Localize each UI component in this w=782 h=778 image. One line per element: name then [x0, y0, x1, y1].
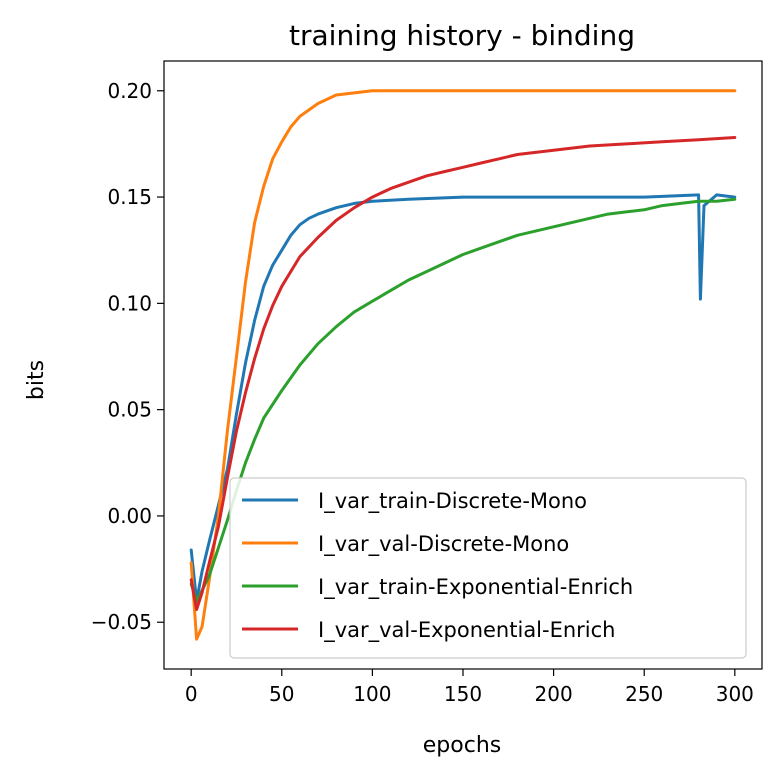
x-tick-label: 0 [185, 682, 198, 706]
x-tick-label: 100 [353, 682, 391, 706]
y-tick-label: 0.00 [107, 504, 152, 528]
chart-title: training history - binding [289, 19, 635, 52]
ticks-layer: 0 50 100 150 200 250 300 −0.05 0.00 0.05 0.10 0.15 0… [91, 79, 754, 706]
y-tick-label: 0.20 [107, 79, 152, 103]
x-tick-label: 200 [535, 682, 573, 706]
legend-label-1: I_var_train-Discrete-Mono [318, 489, 587, 514]
y-tick-label: −0.05 [91, 610, 152, 634]
x-tick-label: 300 [716, 682, 754, 706]
x-axis-label: epochs [423, 733, 501, 758]
legend-label-3: I_var_train-Exponential-Enrich [318, 575, 633, 600]
legend-box [229, 477, 747, 659]
legend-label-4: I_var_val-Exponential-Enrich [318, 618, 616, 643]
y-axis-label: bits [24, 360, 49, 400]
legend: I_var_train-Discrete-Mono I_var_val-Discr… [229, 477, 747, 659]
series-line-4 [189, 136, 737, 611]
plot-frame [163, 60, 763, 670]
x-tick-label: 250 [625, 682, 663, 706]
x-tick-label: 150 [444, 682, 482, 706]
x-tick-label: 50 [269, 682, 294, 706]
y-tick-label: 0.10 [107, 291, 152, 315]
y-tick-label: 0.05 [107, 398, 152, 422]
legend-label-2: I_var_val-Discrete-Mono [318, 532, 569, 557]
y-tick-label: 0.15 [107, 185, 152, 209]
